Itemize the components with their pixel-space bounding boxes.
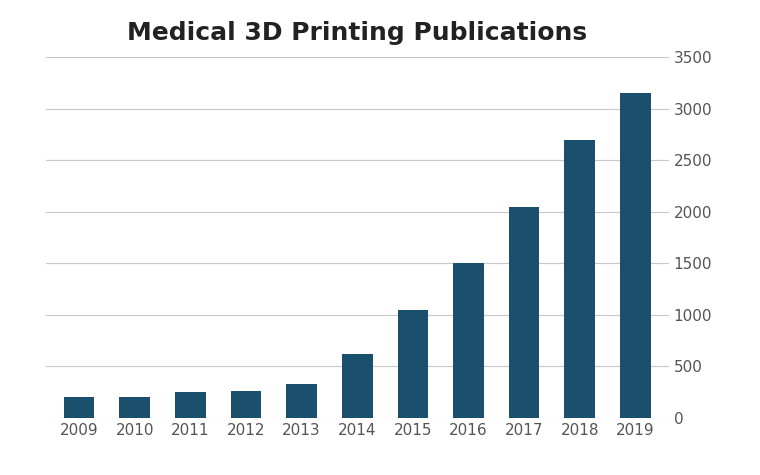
Bar bbox=[620, 93, 651, 418]
Title: Medical 3D Printing Publications: Medical 3D Printing Publications bbox=[127, 21, 587, 45]
Bar bbox=[397, 310, 428, 418]
Bar bbox=[342, 354, 372, 418]
Bar bbox=[509, 207, 540, 418]
Bar bbox=[175, 392, 205, 418]
Bar bbox=[565, 140, 595, 418]
Bar bbox=[453, 263, 484, 418]
Bar bbox=[230, 390, 261, 418]
Bar bbox=[119, 397, 150, 418]
Bar bbox=[64, 398, 94, 418]
Bar bbox=[287, 384, 317, 418]
